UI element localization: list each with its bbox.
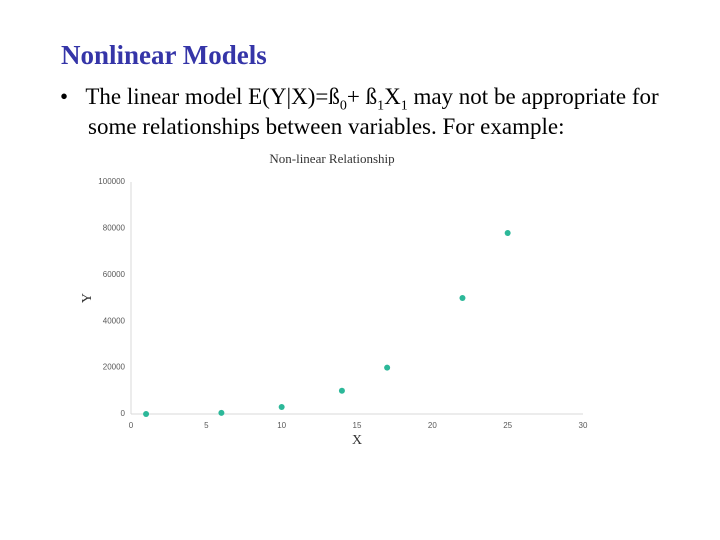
y-tick-label: 80000 bbox=[103, 224, 126, 233]
x-tick-label: 30 bbox=[579, 421, 588, 430]
point bbox=[143, 411, 150, 417]
x-tick-label: 25 bbox=[503, 421, 512, 430]
point bbox=[384, 364, 391, 371]
point bbox=[218, 409, 225, 416]
text: may not be appropriate for some relation… bbox=[88, 84, 659, 139]
y-tick-label: 20000 bbox=[103, 363, 126, 372]
y-tick-label: 0 bbox=[121, 409, 126, 418]
text: X bbox=[384, 84, 401, 109]
x-axis-label: X bbox=[352, 433, 362, 448]
text: The linear model E(Y|X)=ß bbox=[85, 84, 340, 109]
chart-title: Non-linear Relationship bbox=[269, 151, 394, 166]
x-tick-label: 0 bbox=[129, 421, 134, 430]
x-tick-label: 15 bbox=[353, 421, 362, 430]
y-axis-label: Y bbox=[80, 293, 95, 303]
subscript: 0 bbox=[339, 98, 347, 114]
slide-title: Nonlinear Models bbox=[61, 40, 267, 70]
text: + ß bbox=[346, 84, 378, 109]
point bbox=[504, 230, 511, 237]
y-tick-label: 100000 bbox=[98, 177, 125, 186]
x-tick-label: 5 bbox=[204, 421, 209, 430]
subscript: 1 bbox=[400, 98, 408, 114]
point bbox=[459, 295, 466, 301]
y-tick-label: 40000 bbox=[103, 316, 126, 325]
point bbox=[278, 404, 285, 411]
y-tick-label: 60000 bbox=[103, 270, 126, 279]
x-tick-label: 10 bbox=[277, 421, 286, 430]
bullet: • The linear model E(Y|X)=ß0+ ß1X1 may n… bbox=[60, 84, 659, 139]
x-tick-label: 20 bbox=[428, 421, 437, 430]
subscript: 1 bbox=[377, 98, 385, 114]
point bbox=[338, 387, 345, 394]
